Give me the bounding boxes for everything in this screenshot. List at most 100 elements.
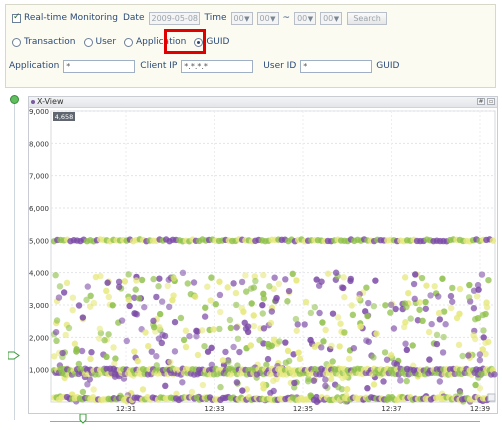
data-point [224, 284, 231, 291]
x-tick-label: 12:35 [293, 405, 313, 413]
y-tick-label: 3,000 [29, 302, 49, 310]
x-tick-label: 12:31 [116, 405, 136, 413]
x-tick-label: 12:33 [204, 405, 224, 413]
data-point [79, 314, 87, 321]
data-point [216, 325, 223, 333]
data-point [208, 344, 215, 352]
user-id-input[interactable]: * [300, 59, 373, 73]
data-point [173, 390, 180, 398]
data-point [370, 354, 377, 361]
data-point [165, 276, 172, 283]
side-scale-top-knob[interactable] [10, 95, 19, 104]
data-point [476, 356, 484, 364]
data-point [476, 351, 484, 358]
data-point [242, 325, 250, 332]
data-point [230, 343, 237, 351]
realtime-checkbox[interactable] [12, 12, 21, 23]
chevron-down-icon: ▼ [270, 14, 276, 23]
xview-chart[interactable]: 1,000 2,000 3,000 4,000 5,000 6,000 7,000 8,000… [29, 107, 499, 413]
xview-config-button[interactable]: # [477, 98, 485, 105]
data-point [75, 360, 83, 368]
data-point [290, 351, 297, 358]
data-point [69, 306, 76, 314]
data-point [466, 281, 473, 289]
y-tick-label: 2,000 [29, 334, 49, 342]
data-point [125, 296, 133, 303]
data-point [247, 285, 255, 292]
data-point [115, 283, 123, 291]
data-point [282, 359, 290, 366]
data-point [442, 321, 449, 328]
application-input[interactable]: * [63, 59, 136, 73]
data-point [401, 300, 409, 307]
time-separator: ~ [282, 13, 291, 23]
data-point [171, 348, 179, 355]
data-point [435, 309, 443, 317]
data-point [59, 349, 66, 357]
data-point [52, 328, 60, 336]
data-point [250, 312, 257, 319]
radio-guid[interactable] [194, 37, 204, 47]
date-field[interactable]: 2009-05-08 [148, 11, 200, 25]
data-point [216, 278, 223, 285]
data-point [84, 381, 91, 388]
data-point [188, 388, 196, 396]
data-point [348, 302, 355, 309]
data-point [204, 283, 211, 290]
xview-panel: X-View # ▫ 1,000 2,000 3,000 4,000 5,000 6,00… [28, 96, 498, 414]
x-tick-label: 12:39 [470, 405, 490, 413]
data-point [266, 283, 273, 290]
data-point [370, 303, 378, 310]
data-point [370, 381, 378, 388]
time-to-hour-select[interactable]: 00 ▼ [294, 11, 317, 25]
time-to-minute-select[interactable]: 00 ▼ [320, 11, 343, 25]
data-point [69, 294, 77, 301]
data-point [397, 377, 404, 384]
data-point [449, 284, 456, 292]
data-point [243, 288, 250, 295]
data-point [97, 272, 104, 280]
time-from-hour-select[interactable]: 00 ▼ [230, 11, 253, 25]
scatter-points [50, 236, 498, 405]
data-point [158, 298, 166, 305]
data-point [199, 381, 207, 389]
data-point [51, 353, 58, 360]
search-button[interactable]: Search [347, 11, 388, 25]
data-point [233, 301, 240, 309]
client-ip-input[interactable]: *.*.*.* [181, 59, 254, 73]
data-point [447, 292, 455, 300]
data-point [416, 306, 423, 313]
data-point [489, 237, 497, 244]
data-point [439, 349, 447, 356]
radio-transaction[interactable] [12, 37, 21, 47]
data-point [313, 276, 320, 283]
data-point [422, 298, 429, 306]
y-tick-label: 7,000 [29, 173, 49, 181]
data-point [111, 360, 118, 367]
time-from-minute-select[interactable]: 00 ▼ [256, 11, 279, 25]
chevron-down-icon: ▼ [244, 14, 250, 23]
side-scale-marker-icon[interactable] [8, 351, 20, 360]
data-point [103, 287, 110, 295]
data-point [284, 298, 291, 305]
data-point [282, 339, 289, 346]
data-point [165, 303, 173, 311]
time-slider-track[interactable] [50, 421, 480, 422]
data-point [131, 294, 138, 301]
xview-maximize-button[interactable]: ▫ [487, 98, 495, 105]
radio-application[interactable] [124, 37, 134, 47]
data-point [238, 304, 246, 312]
data-point [177, 314, 185, 322]
data-point [247, 342, 255, 349]
radio-user[interactable] [83, 37, 93, 47]
data-point [405, 289, 412, 297]
data-point [105, 331, 112, 338]
data-point [193, 333, 200, 340]
data-point [133, 277, 140, 284]
guid-highlight-box [164, 29, 206, 54]
data-point [335, 384, 342, 391]
data-point [112, 355, 119, 362]
data-point [414, 317, 422, 324]
time-slider-thumb[interactable] [79, 414, 87, 424]
data-point [252, 277, 259, 285]
